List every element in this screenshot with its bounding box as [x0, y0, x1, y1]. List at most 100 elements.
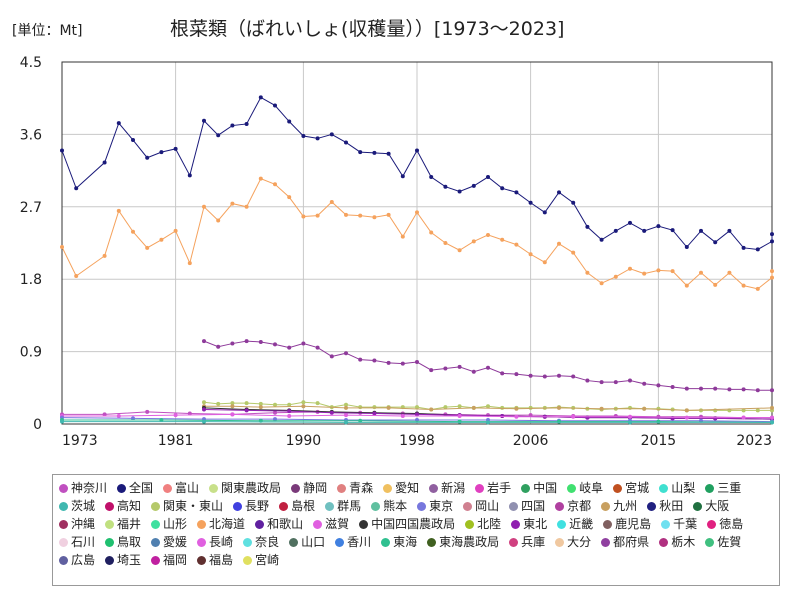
- legend-dot-icon: [313, 519, 323, 529]
- legend-label: 山口: [301, 535, 326, 549]
- legend-dot-icon: [151, 501, 161, 511]
- data-point: [230, 412, 235, 417]
- data-point: [344, 420, 348, 425]
- legend-label: 群馬: [337, 499, 362, 513]
- x-tick-label: 2015: [641, 433, 677, 449]
- data-point: [542, 260, 547, 265]
- y-tick-label: 0: [33, 417, 42, 433]
- legend-dot-icon: [163, 483, 173, 493]
- legend-label: 宮崎: [255, 553, 280, 567]
- y-tick-label: 2.7: [20, 200, 42, 216]
- series-layer: [60, 95, 774, 425]
- legend-label: 香川: [347, 535, 372, 549]
- data-point: [770, 420, 774, 425]
- data-point: [727, 228, 732, 233]
- legend-label: 静岡: [303, 481, 328, 495]
- data-point: [557, 405, 561, 410]
- legend-dot-icon: [659, 537, 669, 547]
- legend-dot-icon: [427, 537, 437, 547]
- legend-label: 神奈川: [71, 481, 108, 495]
- data-point: [244, 121, 249, 126]
- data-point: [656, 224, 661, 229]
- legend-dot-icon: [59, 483, 68, 493]
- data-point: [173, 413, 178, 418]
- line-chart: 0 0.9 1.8 2.7 3.6 4.5 1973 1981 1990 1998 2006 201…: [20, 55, 774, 449]
- data-point: [372, 150, 377, 155]
- legend-label: 三重: [717, 481, 742, 495]
- data-point: [301, 134, 306, 139]
- data-point: [74, 273, 79, 278]
- legend-dot-icon: [381, 537, 391, 547]
- data-point: [770, 275, 774, 280]
- data-point: [557, 241, 561, 246]
- legend-item: 佐賀: [705, 533, 741, 551]
- data-point: [415, 360, 419, 365]
- data-point: [457, 413, 462, 418]
- legend-item: 愛知: [383, 479, 419, 497]
- data-point: [287, 119, 292, 124]
- legend-label: 鳥取: [117, 535, 142, 549]
- data-point: [386, 405, 391, 410]
- legend-item: 東海: [381, 533, 417, 551]
- data-point: [145, 409, 150, 414]
- legend-dot-icon: [521, 483, 531, 493]
- legend-dot-icon: [151, 519, 161, 529]
- legend-dot-icon: [279, 501, 289, 511]
- data-point: [344, 140, 348, 145]
- legend-item: 長崎: [197, 533, 233, 551]
- legend-dot-icon: [509, 537, 519, 547]
- data-point: [301, 341, 306, 346]
- data-point: [301, 404, 306, 409]
- data-point: [329, 199, 334, 204]
- data-point: [258, 339, 263, 344]
- data-point: [202, 118, 206, 123]
- legend-item: 九州: [601, 497, 637, 515]
- data-point: [344, 405, 348, 410]
- legend-label: 東海農政局: [439, 535, 500, 549]
- data-point: [131, 138, 135, 143]
- data-point: [684, 245, 689, 250]
- data-point: [613, 228, 618, 233]
- data-point: [230, 123, 235, 128]
- legend-item: 岐阜: [567, 479, 603, 497]
- legend-label: 東海: [393, 535, 418, 549]
- legend-dot-icon: [613, 483, 623, 493]
- data-point: [670, 384, 675, 389]
- legend-dot-icon: [417, 501, 427, 511]
- data-point: [628, 420, 632, 425]
- data-point: [457, 248, 462, 253]
- legend-label: 福島: [209, 553, 234, 567]
- legend-item: 兵庫: [509, 533, 545, 551]
- legend-label: 山梨: [671, 481, 696, 495]
- data-point: [344, 402, 348, 407]
- legend-item: 大分: [555, 533, 591, 551]
- legend-label: 長野: [245, 499, 270, 513]
- data-point: [358, 405, 363, 410]
- data-point: [741, 415, 746, 420]
- data-point: [344, 212, 348, 217]
- data-point: [457, 404, 462, 409]
- x-tick-label: 2006: [513, 433, 549, 449]
- data-point: [642, 381, 647, 386]
- data-point: [486, 175, 490, 180]
- data-point: [514, 406, 519, 411]
- data-point: [400, 234, 405, 239]
- data-point: [628, 378, 632, 383]
- legend-dot-icon: [105, 519, 115, 529]
- legend-label: 島根: [291, 499, 316, 513]
- data-point: [471, 405, 476, 410]
- legend-item: 岡山: [463, 497, 499, 515]
- data-point: [642, 228, 647, 233]
- data-point: [770, 415, 774, 420]
- legend-dot-icon: [705, 483, 715, 493]
- legend-dot-icon: [117, 483, 127, 493]
- legend-label: 九州: [613, 499, 638, 513]
- data-point: [457, 189, 462, 194]
- data-point: [770, 405, 774, 410]
- legend-label: 福井: [117, 517, 142, 531]
- data-point: [202, 204, 206, 209]
- data-point: [386, 151, 391, 156]
- data-point: [372, 215, 377, 220]
- legend-item: 北海道: [197, 515, 245, 533]
- data-point: [457, 364, 462, 369]
